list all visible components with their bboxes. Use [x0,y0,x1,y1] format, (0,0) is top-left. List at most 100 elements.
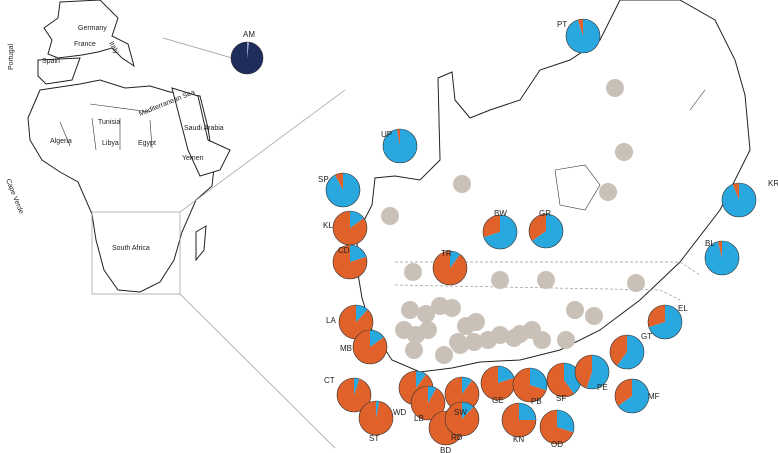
pie [501,402,537,438]
map-label: Saudi Arabia [184,125,224,132]
pie-slice [513,368,547,402]
map-label: Cape Verde [4,178,24,215]
pie-outline [614,378,650,414]
pie-slice [350,244,367,262]
pie-label: AM [243,30,255,39]
arabia [171,87,231,177]
site-dot [491,271,509,289]
zoom-box [91,211,181,295]
pie-label: OD [551,440,563,449]
pies [230,18,757,446]
iberia [37,57,81,85]
pie-label: SW [454,408,467,417]
site-dot [557,331,575,349]
inset-map [27,0,346,449]
pie-slice [483,215,500,238]
site-dot [449,333,467,351]
pie-label: PE [597,383,608,392]
pie-slice [557,410,574,433]
pie-label: SF [556,394,566,403]
pie [352,329,388,365]
map-label: Spain [42,58,60,65]
pie-label: PB [531,397,542,406]
pie-slice [530,368,547,391]
pie-slice [462,402,474,419]
pie-slice [532,214,563,248]
pie-slice [528,214,546,241]
site-dot [381,207,399,225]
pie-label: EL [678,304,688,313]
pie [382,128,418,164]
pie-slice [376,401,380,418]
pie-slice [428,386,437,403]
pie-slice [566,19,600,53]
pie [338,304,374,340]
pie [528,213,564,249]
pie [704,240,740,276]
site-dot [435,346,453,364]
pie-slice [586,355,609,390]
pie [539,409,575,445]
pie-slice [547,363,574,397]
site-dot [467,313,485,331]
pie-slice [732,183,739,200]
pie-slice [615,379,632,406]
pie-outline [325,172,361,208]
pie-outline [565,18,601,54]
pie-outline [721,182,757,218]
map-label: Germany [78,25,107,32]
pie-slice [416,371,426,388]
pie-label: ST [369,434,379,443]
pie-outline [410,385,446,421]
pie [444,401,480,437]
pie-slice [618,378,650,413]
pie [721,182,757,218]
pie-slice [396,129,400,146]
pie-slice [498,365,515,383]
pie-slice [519,403,536,420]
pie-label: UP [381,130,392,139]
pie [482,214,518,250]
pie-outline [647,304,683,340]
pie [410,385,446,421]
pie-slice [356,305,368,322]
site-dot [465,333,483,351]
site-dot [585,307,603,325]
europe [43,0,135,68]
pie-outline [358,400,394,436]
pie-label: LA [326,316,336,325]
pie [336,377,372,413]
pie-slice [483,215,517,249]
pie-outline [501,402,537,438]
pie-slice [705,241,740,275]
pie-slice [359,401,394,435]
pie-outline [512,367,548,403]
site-dot [491,326,509,344]
pie-outline [482,214,518,250]
pie [480,365,516,401]
pie-slice [352,330,387,364]
pie [512,367,548,403]
pie [614,378,650,414]
pie-slice [540,410,574,444]
pie-label: SP [318,175,329,184]
map-label: Portugal [8,43,15,70]
pie-label: KN [513,435,524,444]
pie-label: CD [338,246,350,255]
pie-label: CT [324,376,335,385]
site-dot [401,301,419,319]
pie-outline [332,244,368,280]
zoom-line [179,293,336,449]
site-dot [566,301,584,319]
pie-slice [648,305,683,339]
madagascar [195,225,207,262]
pie-slice [354,378,360,395]
pie-label: PT [557,20,567,29]
pie [332,244,368,280]
map-label: Egypt [138,140,156,147]
zoom-line [179,89,346,213]
pie [230,41,264,75]
site-dot [453,175,471,193]
pie [565,18,601,54]
